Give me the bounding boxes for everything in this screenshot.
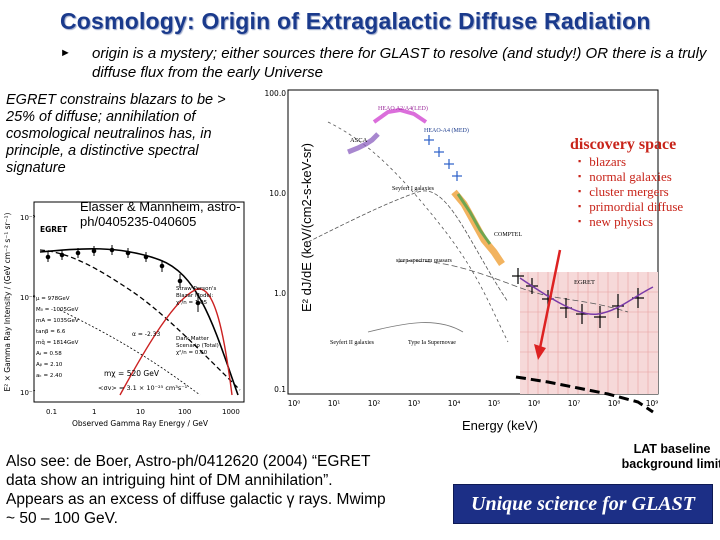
left-plot-frame: [33, 201, 245, 403]
param-line: μ = 978GeV: [36, 296, 70, 302]
lat-baseline-line: [515, 375, 654, 414]
heao1-label: HEAO A2/A4(LED): [378, 105, 428, 112]
left-plot-ylabel: E² × Gamma Ray Intensity / (GeV cm⁻² s⁻¹…: [3, 212, 12, 391]
left-xtick: 10: [136, 408, 145, 416]
discovery-arrow-shaft: [538, 249, 562, 349]
right-plot-ylabel: E² dJ/dE (keV/(cm2-s-keV-sr): [299, 142, 315, 313]
egret-fit-curve: [519, 277, 654, 315]
seyfert1-label: Seyfert I galaxies: [392, 185, 435, 192]
heao1-med-label: HEAO-A4 (MED): [424, 127, 469, 134]
heao-med-data: [424, 135, 462, 181]
asca-data: [347, 132, 380, 155]
alpha-label: α = -2.33: [132, 331, 161, 338]
discovery-arrow-icon: [534, 344, 546, 360]
bullet-text: origin is a mystery; either sources ther…: [92, 45, 707, 81]
egret-dark-matter-plot: E² × Gamma Ray Intensity / (GeV cm⁻² s⁻¹…: [0, 190, 252, 430]
discovery-item: normal galaxies: [578, 169, 683, 184]
right-ytick: 100.0: [265, 89, 287, 98]
param-line: tanβ = 6.6: [36, 329, 66, 335]
left-ytick: 10⁻⁵: [20, 214, 36, 222]
egret-constraint-text: EGRET constrains blazars to be > 25% of …: [6, 92, 226, 176]
seyfert2-curve: [307, 190, 509, 303]
param-line: Aᵦ = 2.10: [36, 362, 63, 368]
neutralino-curve: [119, 288, 233, 396]
discovery-item: blazars: [578, 154, 683, 169]
right-xtick: 10⁹: [646, 399, 659, 408]
right-ytick: 0.1: [274, 385, 286, 394]
egret-data-points: [45, 245, 201, 312]
steep-label: steep-spectrum quasars: [396, 258, 452, 264]
mchi-label: mχ = 520 GeV: [104, 369, 160, 378]
right-xtick: 10³: [408, 399, 421, 408]
legend-line: χ²/n = 1.05: [176, 299, 208, 306]
left-xtick: 100: [178, 408, 191, 416]
right-xtick: 10⁰: [288, 399, 301, 408]
discovery-item: primordial diffuse: [578, 199, 683, 214]
right-xtick: 10⁷: [568, 399, 581, 408]
right-xticks: 10⁰ 10¹ 10² 10³ 10⁴ 10⁵ 10⁶ 10⁷ 10⁸ 10⁹: [288, 399, 659, 408]
right-ytick: 10.0: [269, 189, 286, 198]
right-xtick: 10¹: [328, 399, 341, 408]
right-xtick: 10⁶: [528, 399, 541, 408]
legend-line: Dark Matter: [176, 336, 210, 342]
slide-title: Cosmology: Origin of Extragalactic Diffu…: [60, 8, 651, 34]
blazar-model-curve: [39, 249, 241, 391]
param-line: Aₜ = 0.58: [36, 351, 62, 357]
diffuse-spectrum-plot: 100.0 10.0 1.0 0.1 10⁰ 10¹ 10² 10³ 10⁴ 1…: [265, 89, 659, 414]
left-plot-xlabel: Observed Gamma Ray Energy / GeV: [72, 419, 209, 428]
left-ytick: 10⁻⁶: [20, 294, 36, 302]
left-xtick: 1000: [222, 408, 240, 416]
left-xtick: 1: [92, 408, 96, 416]
discovery-item: new physics: [578, 214, 683, 229]
left-egret-label: EGRET: [40, 225, 68, 234]
right-xtick: 10⁸: [608, 399, 621, 408]
type1a-curve: [367, 322, 464, 333]
discovery-space-region: [520, 272, 658, 394]
legend-line: χ²/n = 0.60: [176, 349, 208, 356]
right-xtick: 10²: [368, 399, 381, 408]
right-plot-xlabel: Energy (keV): [462, 418, 538, 433]
left-xtick: 0.1: [46, 408, 57, 416]
param-line: mA = 1035GeV: [36, 318, 79, 324]
legend-line: Blazar Model:: [176, 293, 213, 299]
param-line: aₖ = 2.40: [36, 373, 63, 379]
legend-line: Straw Person's: [176, 286, 217, 292]
type1a-label: Type Ia Supernovae: [408, 340, 456, 346]
lat-baseline-label: LAT baseline background limit: [621, 442, 720, 471]
right-ytick: 1.0: [274, 289, 286, 298]
heao-led-data: [372, 107, 428, 124]
elasser-reference: Elasser & Mannheim, astro-ph/0405235-040…: [80, 199, 241, 229]
legend-line: Scenario (Total): [176, 343, 219, 349]
egret-label: EGRET: [574, 279, 595, 286]
discovery-space-list: blazars normal galaxies cluster mergers …: [578, 154, 683, 229]
asca-label: ASCA: [350, 137, 368, 144]
left-ytick: 10⁻⁷: [20, 389, 36, 397]
seyfert2-label: Seyfert II galaxies: [330, 339, 375, 346]
discovery-item: cluster mergers: [578, 184, 683, 199]
sigma-label: <σv> = 3.1 × 10⁻²⁵ cm³s⁻¹: [98, 384, 188, 392]
right-xtick: 10⁴: [448, 399, 461, 408]
param-line: mq̃ = 1814GeV: [36, 340, 79, 346]
comptel-label: COMPTEL: [494, 232, 522, 238]
param-line: M₀ = -1005GeV: [36, 307, 79, 313]
also-see-text: Also see: de Boer, Astro-ph/0412620 (200…: [6, 453, 386, 527]
comptel-green-data: [456, 193, 492, 245]
unique-science-banner: Unique science for GLAST: [453, 484, 713, 524]
seyfert1-curve: [327, 121, 509, 343]
discovery-space-hatch: [520, 272, 658, 394]
bullet-arrow-icon: ►: [60, 47, 71, 59]
discovery-space-title: discovery space: [570, 136, 677, 153]
right-xtick: 10⁵: [488, 399, 501, 408]
